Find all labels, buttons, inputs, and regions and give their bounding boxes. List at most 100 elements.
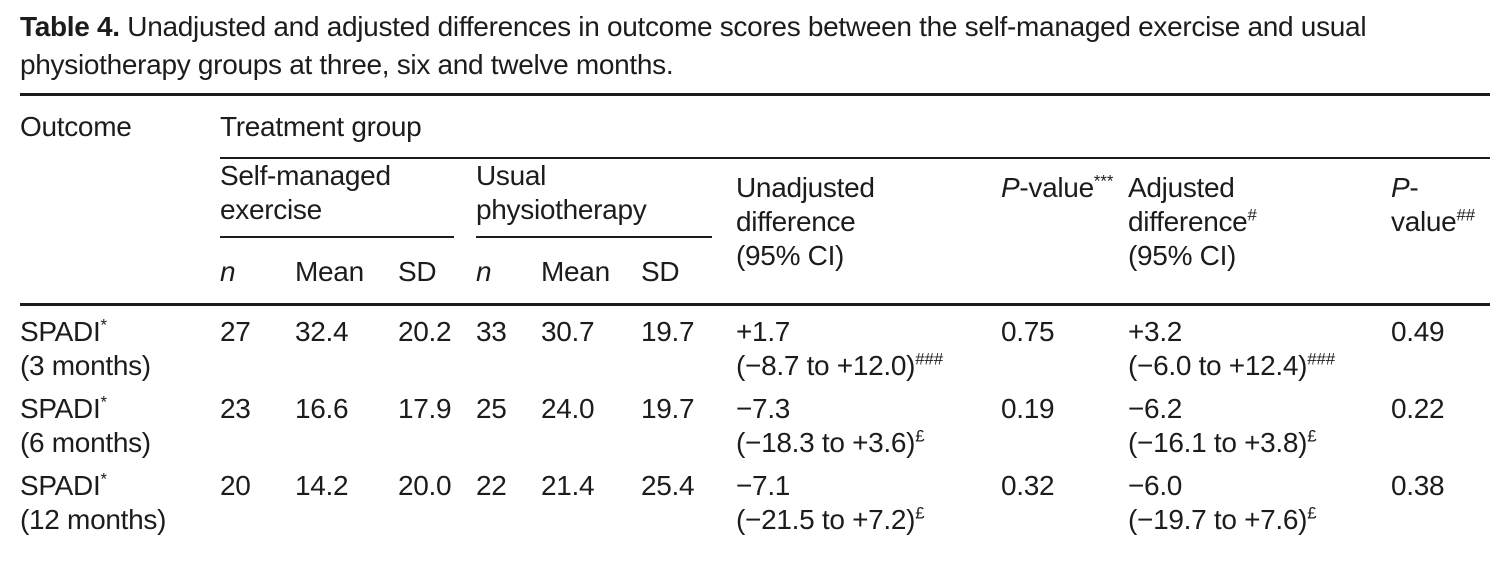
cell-unadjusted-difference: −7.1 (−21.5 to +7.2)£ <box>736 460 1001 539</box>
subcolumn-up-sd: SD <box>641 247 736 306</box>
usual-physio-line2: physiotherapy <box>476 194 647 225</box>
cell-up-mean: 21.4 <box>541 470 595 501</box>
adjusted-ci-text: (−6.0 to +12.4) <box>1128 350 1308 381</box>
cell-up-sd: 19.7 <box>641 316 695 347</box>
cell-unadjusted-difference: +1.7 (−8.7 to +12.0)### <box>736 306 1001 383</box>
unadjusted-header-line2: difference <box>736 206 856 237</box>
table-row-spadi-3-months: SPADI* (3 months) 27 32.4 20.2 33 30.7 1… <box>20 306 1490 383</box>
outcome-footnote-mark: * <box>100 392 107 412</box>
cell-sm-mean: 14.2 <box>295 470 349 501</box>
subcolumn-up-mean: Mean <box>541 247 641 306</box>
adjusted-ci-text: (−16.1 to +3.8) <box>1128 427 1308 458</box>
unadjusted-ci-footnote-mark: £ <box>915 426 925 446</box>
table-caption: Table 4. Unadjusted and adjusted differe… <box>20 8 1490 84</box>
cell-adjusted-difference: −6.0 (−19.7 to +7.6)£ <box>1128 460 1391 539</box>
column-header-usual-physiotherapy: Usual physiotherapy <box>476 159 736 247</box>
p-value-adjusted-footnote-mark: ## <box>1456 205 1476 225</box>
outcome-name: SPADI* <box>20 392 220 426</box>
adjusted-estimate: −6.0 <box>1128 470 1183 501</box>
p-value-adjusted-line2-text: value <box>1391 206 1457 237</box>
cell-up-n: 33 <box>476 316 507 347</box>
outcome-footnote-mark: * <box>100 315 107 335</box>
p-value-unadjusted-footnote-mark: *** <box>1093 171 1114 191</box>
p-value-unadjusted-rest: -value <box>1019 172 1094 203</box>
cell-p-value-unadjusted: 0.32 <box>1001 470 1055 501</box>
unadjusted-ci: (−18.3 to +3.6)£ <box>736 426 1001 460</box>
cell-sm-n: 27 <box>220 316 251 347</box>
outcome-name-text: SPADI <box>20 393 101 424</box>
outcome-name: SPADI* <box>20 469 220 503</box>
outcome-period: (6 months) <box>20 427 151 458</box>
adjusted-ci-footnote-mark: £ <box>1307 503 1317 523</box>
cell-p-value-unadjusted: 0.75 <box>1001 316 1055 347</box>
cell-adjusted-difference: +3.2 (−6.0 to +12.4)### <box>1128 306 1391 383</box>
column-header-p-value-unadjusted: P-value*** <box>1001 159 1128 306</box>
cell-sm-sd: 20.0 <box>398 470 452 501</box>
adjusted-ci-footnote-mark: £ <box>1307 426 1317 446</box>
usual-physiotherapy-group-label: Usual physiotherapy <box>476 159 712 238</box>
adjusted-header-line2: difference# <box>1128 205 1391 239</box>
cell-p-value-unadjusted: 0.19 <box>1001 393 1055 424</box>
adjusted-header-line2-text: difference <box>1128 206 1248 237</box>
adjusted-ci: (−6.0 to +12.4)### <box>1128 349 1391 383</box>
p-value-unadjusted-italic: P <box>1001 172 1020 203</box>
outcome-period: (12 months) <box>20 504 167 535</box>
unadjusted-ci-text: (−21.5 to +7.2) <box>736 504 916 535</box>
column-header-p-value-adjusted: P- value## <box>1391 159 1491 306</box>
outcome-footnote-mark: * <box>100 469 107 489</box>
adjusted-estimate: +3.2 <box>1128 316 1183 347</box>
adjusted-header-line1: Adjusted <box>1128 172 1235 203</box>
column-header-outcome: Outcome <box>20 96 220 306</box>
self-managed-line1: Self-managed <box>220 160 391 191</box>
column-header-self-managed-exercise: Self-managed exercise <box>220 159 476 247</box>
unadjusted-ci-footnote-mark: ### <box>915 349 944 369</box>
cell-unadjusted-difference: −7.3 (−18.3 to +3.6)£ <box>736 383 1001 460</box>
cell-up-sd: 25.4 <box>641 470 695 501</box>
unadjusted-ci-text: (−18.3 to +3.6) <box>736 427 916 458</box>
column-header-outcome-label: Outcome <box>20 111 132 142</box>
adjusted-ci-footnote-mark: ### <box>1307 349 1336 369</box>
cell-sm-mean: 32.4 <box>295 316 349 347</box>
header-row-groups: Self-managed exercise Usual physiotherap… <box>20 159 1491 306</box>
outcome-period: (3 months) <box>20 350 151 381</box>
adjusted-ci: (−16.1 to +3.8)£ <box>1128 426 1391 460</box>
cell-outcome: SPADI* (3 months) <box>20 306 220 383</box>
subcolumn-sm-mean: Mean <box>295 247 398 306</box>
cell-up-mean: 24.0 <box>541 393 595 424</box>
p-value-adjusted-line2: value## <box>1391 205 1490 239</box>
outcome-name: SPADI* <box>20 315 220 349</box>
cell-up-n: 25 <box>476 393 507 424</box>
unadjusted-ci-text: (−8.7 to +12.0) <box>736 350 916 381</box>
table-caption-text: Unadjusted and adjusted differences in o… <box>20 11 1367 80</box>
header-row-top: Outcome Treatment group <box>20 96 1491 306</box>
unadjusted-header-line1: Unadjusted <box>736 172 875 203</box>
unadjusted-estimate: +1.7 <box>736 316 791 347</box>
cell-sm-n: 20 <box>220 470 251 501</box>
cell-sm-sd: 20.2 <box>398 316 452 347</box>
cell-sm-mean: 16.6 <box>295 393 349 424</box>
unadjusted-header-line3: (95% CI) <box>736 240 845 271</box>
table-row-spadi-12-months: SPADI* (12 months) 20 14.2 20.0 22 21.4 … <box>20 460 1490 539</box>
column-header-treatment-group-label: Treatment group <box>220 111 422 142</box>
outcome-name-text: SPADI <box>20 316 101 347</box>
cell-outcome: SPADI* (12 months) <box>20 460 220 539</box>
subcolumn-up-n: n <box>476 247 541 306</box>
cell-up-mean: 30.7 <box>541 316 595 347</box>
unadjusted-ci: (−21.5 to +7.2)£ <box>736 503 1001 537</box>
cell-sm-sd: 17.9 <box>398 393 452 424</box>
table-caption-number: Table 4. <box>20 11 120 42</box>
results-table: Outcome Treatment group Self-managed exe… <box>20 93 1491 539</box>
p-value-adjusted-hyphen: - <box>1409 172 1419 203</box>
table-row-spadi-6-months: SPADI* (6 months) 23 16.6 17.9 25 24.0 1… <box>20 383 1490 460</box>
unadjusted-ci: (−8.7 to +12.0)### <box>736 349 1001 383</box>
outcome-name-text: SPADI <box>20 470 101 501</box>
subcolumn-sm-sd: SD <box>398 247 476 306</box>
header-row-subcolumns: n Mean SD n Mean SD <box>20 247 1490 306</box>
cell-p-value-adjusted: 0.49 <box>1391 316 1445 347</box>
column-header-adjusted-difference: Adjusted difference# (95% CI) <box>1128 159 1391 306</box>
unadjusted-ci-footnote-mark: £ <box>915 503 925 523</box>
p-value-adjusted-italic: P <box>1391 172 1410 203</box>
cell-sm-n: 23 <box>220 393 251 424</box>
subcolumn-sm-n: n <box>220 247 295 306</box>
